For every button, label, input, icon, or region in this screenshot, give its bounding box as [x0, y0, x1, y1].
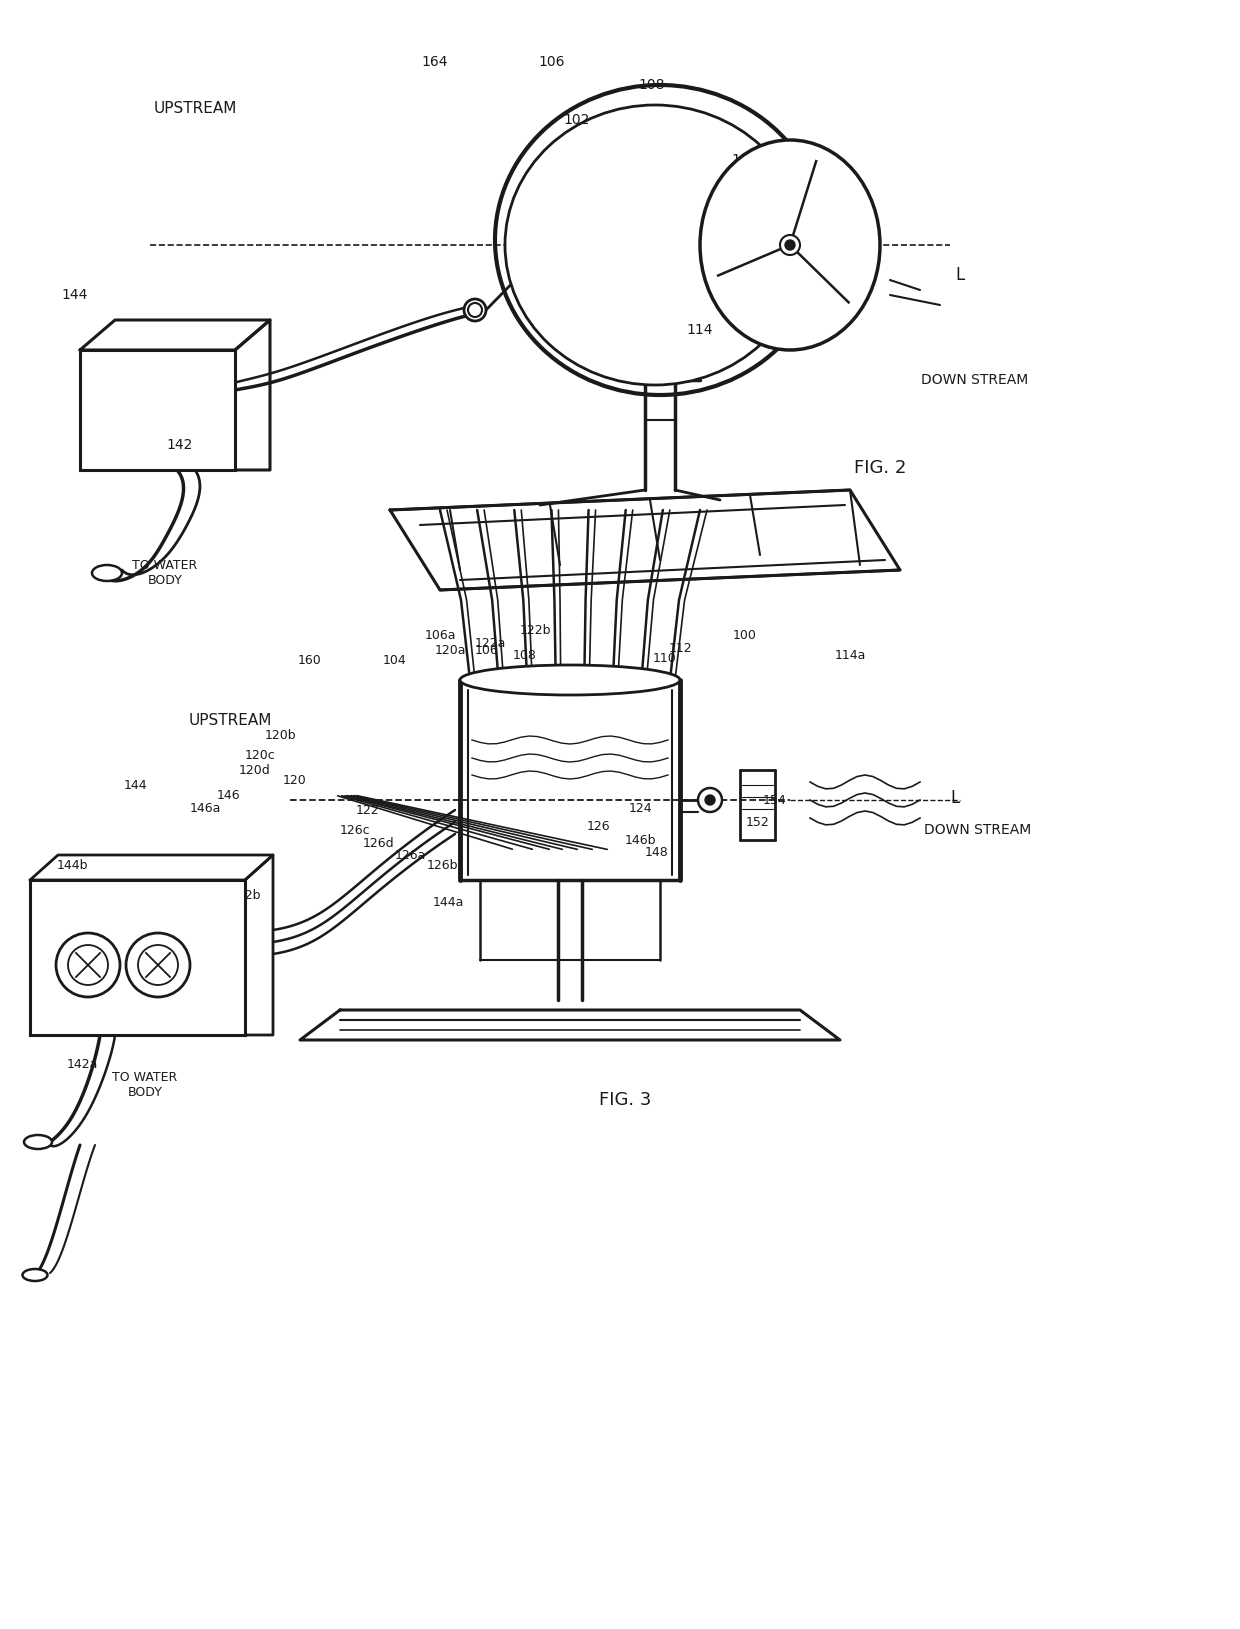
- Text: 154: 154: [763, 793, 787, 806]
- Text: 110: 110: [732, 182, 758, 197]
- Bar: [30, 880, 246, 1034]
- Text: 112: 112: [786, 209, 813, 222]
- Text: 120a: 120a: [434, 643, 466, 656]
- Text: L: L: [950, 788, 960, 806]
- Text: DOWN STREAM: DOWN STREAM: [921, 373, 1029, 388]
- Ellipse shape: [24, 1135, 52, 1148]
- Text: 112: 112: [668, 642, 692, 655]
- Text: 106: 106: [475, 643, 498, 656]
- Text: 104: 104: [383, 653, 407, 666]
- Text: 146b: 146b: [624, 834, 656, 847]
- Ellipse shape: [460, 665, 680, 696]
- Text: 144: 144: [123, 779, 146, 792]
- Text: FIG. 2: FIG. 2: [854, 459, 906, 477]
- Circle shape: [56, 933, 120, 997]
- Text: 110: 110: [653, 652, 677, 665]
- Text: 122b: 122b: [520, 624, 551, 637]
- Text: 108: 108: [639, 78, 665, 91]
- Text: 124: 124: [629, 801, 652, 814]
- Text: 114a: 114a: [835, 648, 866, 661]
- Circle shape: [780, 235, 800, 256]
- Text: 160: 160: [298, 653, 322, 666]
- Text: 106: 106: [538, 55, 565, 68]
- Text: 126: 126: [587, 819, 610, 832]
- Text: 146a: 146a: [190, 801, 221, 814]
- Bar: [81, 350, 236, 471]
- Text: 100: 100: [733, 629, 756, 642]
- Ellipse shape: [92, 565, 122, 582]
- Circle shape: [698, 788, 722, 811]
- Text: UPSTREAM: UPSTREAM: [188, 712, 272, 728]
- Text: 106a: 106a: [424, 629, 456, 642]
- Text: TO WATER
BODY: TO WATER BODY: [133, 559, 197, 586]
- Text: 114: 114: [687, 323, 713, 337]
- Text: 126d: 126d: [362, 837, 394, 849]
- Text: DOWN STREAM: DOWN STREAM: [924, 823, 1032, 837]
- Text: 148: 148: [645, 845, 668, 858]
- Ellipse shape: [505, 104, 805, 384]
- Text: 144b: 144b: [56, 858, 88, 872]
- Text: 100: 100: [732, 153, 758, 168]
- Text: 142: 142: [167, 438, 193, 451]
- Text: TO WATER
BODY: TO WATER BODY: [113, 1070, 177, 1100]
- Text: 152: 152: [746, 816, 770, 829]
- Text: 144: 144: [62, 288, 88, 301]
- Text: 126c: 126c: [340, 824, 371, 837]
- Ellipse shape: [464, 300, 486, 321]
- Circle shape: [706, 795, 715, 805]
- Ellipse shape: [701, 140, 880, 350]
- Text: 102: 102: [564, 112, 590, 127]
- Text: 126b: 126b: [427, 858, 458, 872]
- Text: 120d: 120d: [239, 764, 270, 777]
- Text: 122a: 122a: [475, 637, 506, 650]
- Text: L: L: [955, 266, 965, 283]
- Text: 120b: 120b: [264, 728, 296, 741]
- Text: 120: 120: [283, 774, 306, 787]
- Text: 122: 122: [355, 803, 378, 816]
- Text: UPSTREAM: UPSTREAM: [154, 101, 237, 116]
- Text: 120c: 120c: [244, 748, 275, 761]
- Text: 142b: 142b: [229, 888, 260, 901]
- Text: 146: 146: [216, 788, 239, 801]
- Text: FIG. 3: FIG. 3: [599, 1091, 651, 1109]
- Circle shape: [126, 933, 190, 997]
- Text: 142a: 142a: [66, 1059, 98, 1072]
- Text: 108: 108: [513, 648, 537, 661]
- Circle shape: [785, 239, 795, 249]
- Text: 144a: 144a: [433, 896, 464, 909]
- Text: 164: 164: [422, 55, 448, 68]
- Ellipse shape: [22, 1269, 47, 1280]
- Text: 126a: 126a: [394, 849, 425, 862]
- Text: 142: 142: [143, 979, 167, 992]
